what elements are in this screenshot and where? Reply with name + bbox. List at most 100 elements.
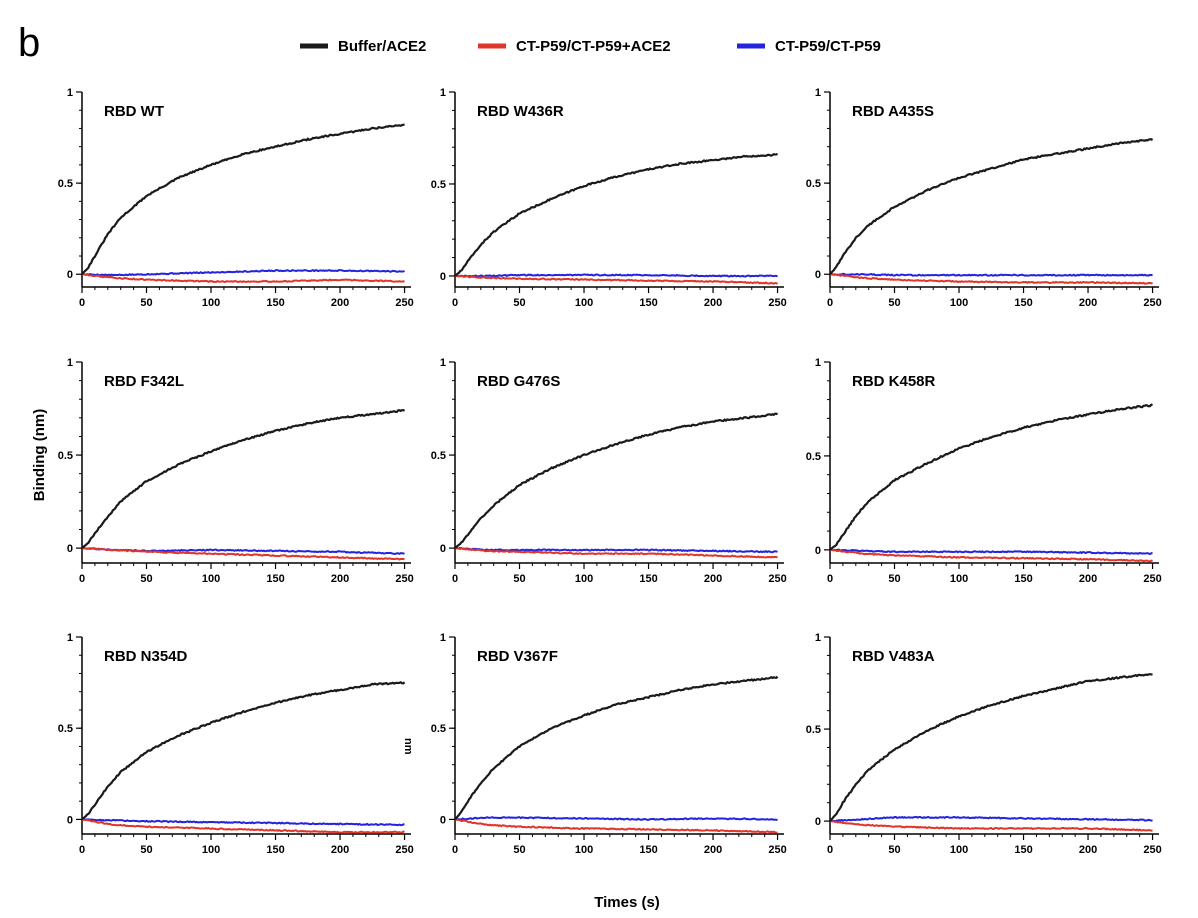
y-tick-label: 0.5: [58, 450, 73, 462]
x-tick-label: 100: [575, 573, 593, 585]
x-tick-label: 250: [1143, 297, 1161, 309]
series-line-buffer-ace2: [454, 152, 778, 277]
x-tick-label: 100: [202, 573, 220, 585]
y-tick-label: 0: [440, 814, 446, 826]
x-tick-label: 150: [639, 297, 657, 309]
x-tick-label: 100: [202, 844, 220, 856]
series-line-ct-p59-ct-p59-ace2: [81, 818, 405, 834]
series-line-buffer-ace2: [454, 412, 779, 549]
series-line-ct-p59-ct-p59: [829, 548, 1153, 556]
x-tick-label: 250: [768, 844, 786, 856]
y-axis-label: Binding (nm): [31, 409, 48, 501]
x-tick-label: 250: [395, 573, 413, 585]
series-line-ct-p59-ct-p59-ace2: [829, 548, 1153, 563]
x-tick-label: 250: [1143, 844, 1161, 856]
x-tick-label: 0: [79, 573, 85, 585]
x-tick-label: 100: [575, 297, 593, 309]
x-tick-label: 150: [1014, 573, 1032, 585]
subplot-rbd-a435s: 0 0.5 1 0 50 100 150 200 250 RBD A435S: [806, 87, 1162, 309]
series-line-ct-p59-ct-p59: [81, 818, 405, 827]
y-tick-label: 1: [815, 357, 821, 369]
y-tick-label: 0.5: [806, 724, 821, 736]
x-tick-label: 0: [79, 844, 85, 856]
legend-item-ctp59-ace2: CT-P59/CT-P59+ACE2: [478, 38, 671, 55]
y-tick-label: 0.5: [431, 179, 446, 191]
legend-label-ctp59-ace2: CT-P59/CT-P59+ACE2: [516, 38, 671, 55]
x-tick-label: 200: [704, 297, 722, 309]
subplot-rbd-f342l: 0 0.5 1 0 50 100 150 200 250 RBD F342L: [58, 357, 414, 585]
y-tick-label: 1: [440, 87, 446, 99]
series-line-ct-p59-ct-p59-ace2: [81, 273, 405, 284]
series-line-buffer-ace2: [829, 403, 1153, 551]
y-tick-label: 0: [440, 271, 446, 283]
y-tick-label: 1: [440, 632, 446, 644]
subplot-rbd-n354d: 0 0.5 1 0 50 100 150 200 250 RBD N354D: [58, 632, 414, 856]
y-tick-label: 0.5: [806, 178, 821, 190]
subplot-rbd-w436r: 0 0.5 1 0 50 100 150 200 250 RBD W436R: [431, 87, 787, 309]
subplot-title: RBD F342L: [104, 373, 184, 390]
legend-item-buffer-ace2: Buffer/ACE2: [300, 38, 426, 55]
subplot-title: RBD G476S: [477, 373, 560, 390]
y-tick-label: 0.5: [806, 451, 821, 463]
x-tick-label: 150: [639, 844, 657, 856]
y-tick-label: 1: [440, 357, 446, 369]
series-line-ct-p59-ct-p59: [454, 816, 778, 821]
subplot-rbd-g476s: 0 0.5 1 0 50 100 150 200 250 RBD G476S: [431, 357, 787, 585]
y-tick-label: 0: [815, 545, 821, 557]
subplot-rbd-wt: 0 0.5 1 0 50 100 150 200 250 RBD WT: [58, 87, 414, 309]
x-tick-label: 150: [1014, 297, 1032, 309]
x-tick-label: 150: [266, 573, 284, 585]
subplot-title: RBD A435S: [852, 103, 934, 120]
y-tick-label: 0: [67, 269, 73, 281]
x-tick-label: 0: [452, 573, 458, 585]
x-tick-label: 250: [768, 573, 786, 585]
x-tick-label: 50: [513, 844, 525, 856]
series-line-buffer-ace2: [81, 408, 406, 549]
series-line-buffer-ace2: [829, 673, 1153, 822]
series-line-ct-p59-ct-p59-ace2: [454, 547, 778, 559]
y-tick-label: 0.5: [58, 723, 73, 735]
series-line-ct-p59-ct-p59-ace2: [829, 820, 1153, 832]
x-tick-label: 150: [639, 573, 657, 585]
x-axis-label: Times (s): [594, 894, 660, 911]
legend-item-ctp59: CT-P59/CT-P59: [737, 38, 881, 55]
x-tick-label: 50: [140, 573, 152, 585]
series-line-ct-p59-ct-p59-ace2: [81, 547, 405, 561]
y-tick-label: 1: [67, 632, 73, 644]
subplot-rbd-k458r: 0 0.5 1 0 50 100 150 200 250 RBD K458R: [806, 357, 1162, 585]
series-line-ct-p59-ct-p59: [455, 273, 778, 278]
x-tick-label: 150: [266, 297, 284, 309]
x-tick-label: 100: [950, 844, 968, 856]
legend-label-ctp59: CT-P59/CT-P59: [775, 38, 881, 55]
y-tick-label: 0: [67, 814, 73, 826]
stray-unit-label: nm: [402, 738, 414, 755]
x-tick-label: 0: [827, 573, 833, 585]
x-tick-label: 200: [331, 844, 349, 856]
x-tick-label: 50: [513, 573, 525, 585]
x-tick-label: 0: [827, 844, 833, 856]
x-tick-label: 200: [704, 573, 722, 585]
x-tick-label: 0: [452, 844, 458, 856]
series-line-buffer-ace2: [829, 138, 1154, 275]
x-tick-label: 250: [768, 297, 786, 309]
subplot-title: RBD V483A: [852, 648, 935, 665]
series-line-ct-p59-ct-p59: [81, 269, 405, 277]
y-tick-label: 1: [815, 87, 821, 99]
x-tick-label: 100: [575, 844, 593, 856]
x-tick-label: 50: [513, 297, 525, 309]
x-tick-label: 200: [331, 297, 349, 309]
y-tick-label: 1: [67, 357, 73, 369]
series-line-ct-p59-ct-p59: [830, 272, 1153, 277]
x-tick-label: 150: [1014, 844, 1032, 856]
series-line-buffer-ace2: [454, 675, 779, 821]
subplot-title: RBD K458R: [852, 373, 936, 390]
y-tick-label: 1: [67, 87, 73, 99]
series-line-ct-p59-ct-p59: [454, 546, 778, 554]
series-line-ct-p59-ct-p59: [829, 815, 1153, 823]
x-tick-label: 0: [79, 297, 85, 309]
x-tick-label: 250: [395, 297, 413, 309]
x-tick-label: 0: [452, 297, 458, 309]
y-tick-label: 0.5: [431, 450, 446, 462]
